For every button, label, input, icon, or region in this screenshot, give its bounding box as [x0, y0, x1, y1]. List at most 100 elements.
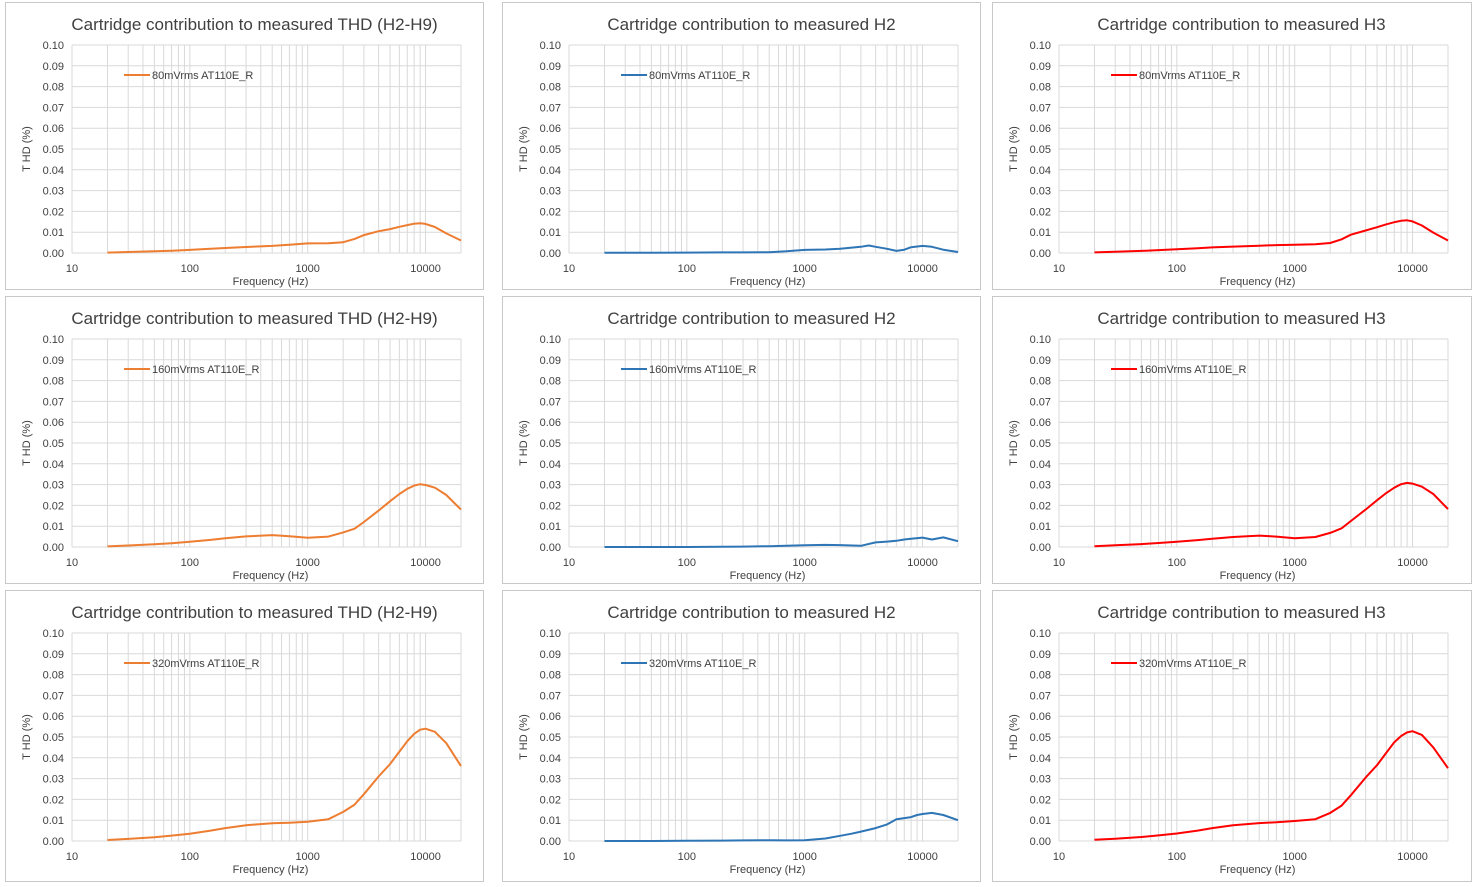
y-tick-label: 0.00 [43, 248, 64, 260]
y-tick-label: 0.05 [43, 438, 64, 450]
y-tick-label: 0.10 [1030, 628, 1051, 640]
series-line [1094, 730, 1449, 841]
x-tick-label: 100 [181, 557, 199, 569]
legend-label: 320mVrms AT110E_R [152, 658, 259, 670]
y-tick-label: 0.03 [43, 774, 64, 786]
y-tick-label: 0.06 [43, 123, 64, 135]
legend-label: 160mVrms AT110E_R [152, 364, 259, 376]
y-tick-label: 0.10 [43, 628, 64, 640]
chart-panel-h2-80mv: Cartridge contribution to measured H2 0.0… [502, 2, 981, 290]
legend-label: 160mVrms AT110E_R [1139, 364, 1246, 376]
x-tick-label: 10000 [410, 263, 441, 275]
y-tick-label: 0.02 [540, 500, 561, 512]
y-tick-label: 0.02 [43, 500, 64, 512]
legend-label: 320mVrms AT110E_R [649, 658, 756, 670]
y-tick-label: 0.08 [1030, 82, 1051, 94]
x-tick-label: 1000 [1282, 263, 1306, 275]
x-tick-label: 1000 [792, 557, 816, 569]
y-tick-label: 0.01 [540, 815, 561, 827]
y-tick-label: 0.05 [1030, 144, 1051, 156]
y-tick-label: 0.07 [540, 102, 561, 114]
y-tick-label: 0.00 [43, 836, 64, 848]
y-tick-label: 0.05 [43, 144, 64, 156]
y-tick-label: 0.06 [1030, 711, 1051, 723]
y-tick-label: 0.06 [43, 711, 64, 723]
y-tick-label: 0.04 [540, 459, 561, 471]
y-tick-label: 0.00 [1030, 836, 1051, 848]
legend-label: 320mVrms AT110E_R [1139, 658, 1246, 670]
y-axis-label: T HD (%) [1008, 420, 1020, 466]
series-line [107, 727, 462, 841]
x-tick-label: 10 [66, 263, 78, 275]
x-tick-label: 10 [66, 557, 78, 569]
x-tick-label: 1000 [295, 557, 319, 569]
x-tick-label: 100 [678, 263, 696, 275]
y-tick-label: 0.00 [540, 248, 561, 260]
y-tick-label: 0.00 [540, 542, 561, 554]
chart-title: Cartridge contribution to measured THD (… [71, 603, 437, 622]
chart-svg: Cartridge contribution to measured H3 0.0… [1008, 309, 1449, 582]
y-tick-label: 0.09 [1030, 649, 1051, 661]
y-tick-label: 0.05 [1030, 438, 1051, 450]
y-tick-label: 0.07 [540, 396, 561, 408]
y-tick-label: 0.01 [1030, 227, 1051, 239]
y-tick-label: 0.10 [540, 40, 561, 52]
x-tick-label: 10 [66, 851, 78, 863]
y-tick-label: 0.07 [1030, 102, 1051, 114]
y-tick-label: 0.05 [540, 732, 561, 744]
y-tick-label: 0.04 [43, 753, 64, 765]
x-tick-label: 1000 [1282, 557, 1306, 569]
y-tick-label: 0.01 [1030, 521, 1051, 533]
chart-panel-thd-80mv: Cartridge contribution to measured THD (… [5, 2, 484, 290]
chart-svg: Cartridge contribution to measured THD (… [21, 15, 462, 288]
chart-panel-thd-320mv: Cartridge contribution to measured THD (… [5, 590, 484, 882]
chart-title: Cartridge contribution to measured H3 [1097, 309, 1385, 328]
y-tick-label: 0.01 [43, 815, 64, 827]
legend-label: 80mVrms AT110E_R [649, 70, 750, 82]
y-axis-label: T HD (%) [1008, 714, 1020, 760]
y-tick-label: 0.01 [43, 227, 64, 239]
x-tick-label: 10000 [1397, 851, 1428, 863]
y-tick-label: 0.10 [540, 628, 561, 640]
y-tick-label: 0.10 [43, 334, 64, 346]
y-tick-label: 0.09 [43, 355, 64, 367]
chart-title: Cartridge contribution to measured H3 [1097, 603, 1385, 622]
y-tick-label: 0.04 [540, 165, 561, 177]
y-tick-label: 0.05 [1030, 732, 1051, 744]
x-axis-label: Frequency (Hz) [730, 570, 806, 582]
x-tick-label: 10000 [1397, 557, 1428, 569]
chart-panel-h3-80mv: Cartridge contribution to measured H3 0.0… [992, 2, 1472, 290]
x-tick-label: 100 [678, 851, 696, 863]
y-tick-label: 0.03 [1030, 186, 1051, 198]
chart-panel-h3-160mv: Cartridge contribution to measured H3 0.0… [992, 296, 1472, 584]
y-tick-label: 0.06 [1030, 123, 1051, 135]
y-tick-label: 0.02 [43, 206, 64, 218]
y-tick-label: 0.08 [43, 670, 64, 682]
y-tick-label: 0.04 [1030, 753, 1051, 765]
x-tick-label: 1000 [295, 851, 319, 863]
y-tick-label: 0.05 [540, 144, 561, 156]
y-tick-label: 0.06 [1030, 417, 1051, 429]
y-tick-label: 0.03 [540, 186, 561, 198]
y-tick-label: 0.09 [43, 649, 64, 661]
y-tick-label: 0.02 [540, 794, 561, 806]
y-tick-label: 0.03 [1030, 774, 1051, 786]
x-tick-label: 100 [1168, 851, 1186, 863]
y-tick-label: 0.10 [1030, 334, 1051, 346]
y-tick-label: 0.06 [540, 711, 561, 723]
legend-label: 80mVrms AT110E_R [1139, 70, 1240, 82]
chart-svg: Cartridge contribution to measured H3 0.0… [1008, 15, 1449, 288]
y-tick-label: 0.02 [1030, 500, 1051, 512]
x-tick-label: 10000 [410, 557, 441, 569]
y-tick-label: 0.06 [43, 417, 64, 429]
y-tick-label: 0.09 [540, 61, 561, 73]
y-tick-label: 0.08 [43, 376, 64, 388]
y-tick-label: 0.07 [1030, 396, 1051, 408]
x-tick-label: 1000 [1282, 851, 1306, 863]
y-tick-label: 0.04 [43, 165, 64, 177]
x-axis-label: Frequency (Hz) [730, 276, 806, 288]
chart-svg: Cartridge contribution to measured THD (… [21, 309, 462, 582]
y-tick-label: 0.04 [1030, 459, 1051, 471]
y-axis-label: T HD (%) [518, 420, 530, 466]
y-axis-label: T HD (%) [21, 714, 33, 760]
